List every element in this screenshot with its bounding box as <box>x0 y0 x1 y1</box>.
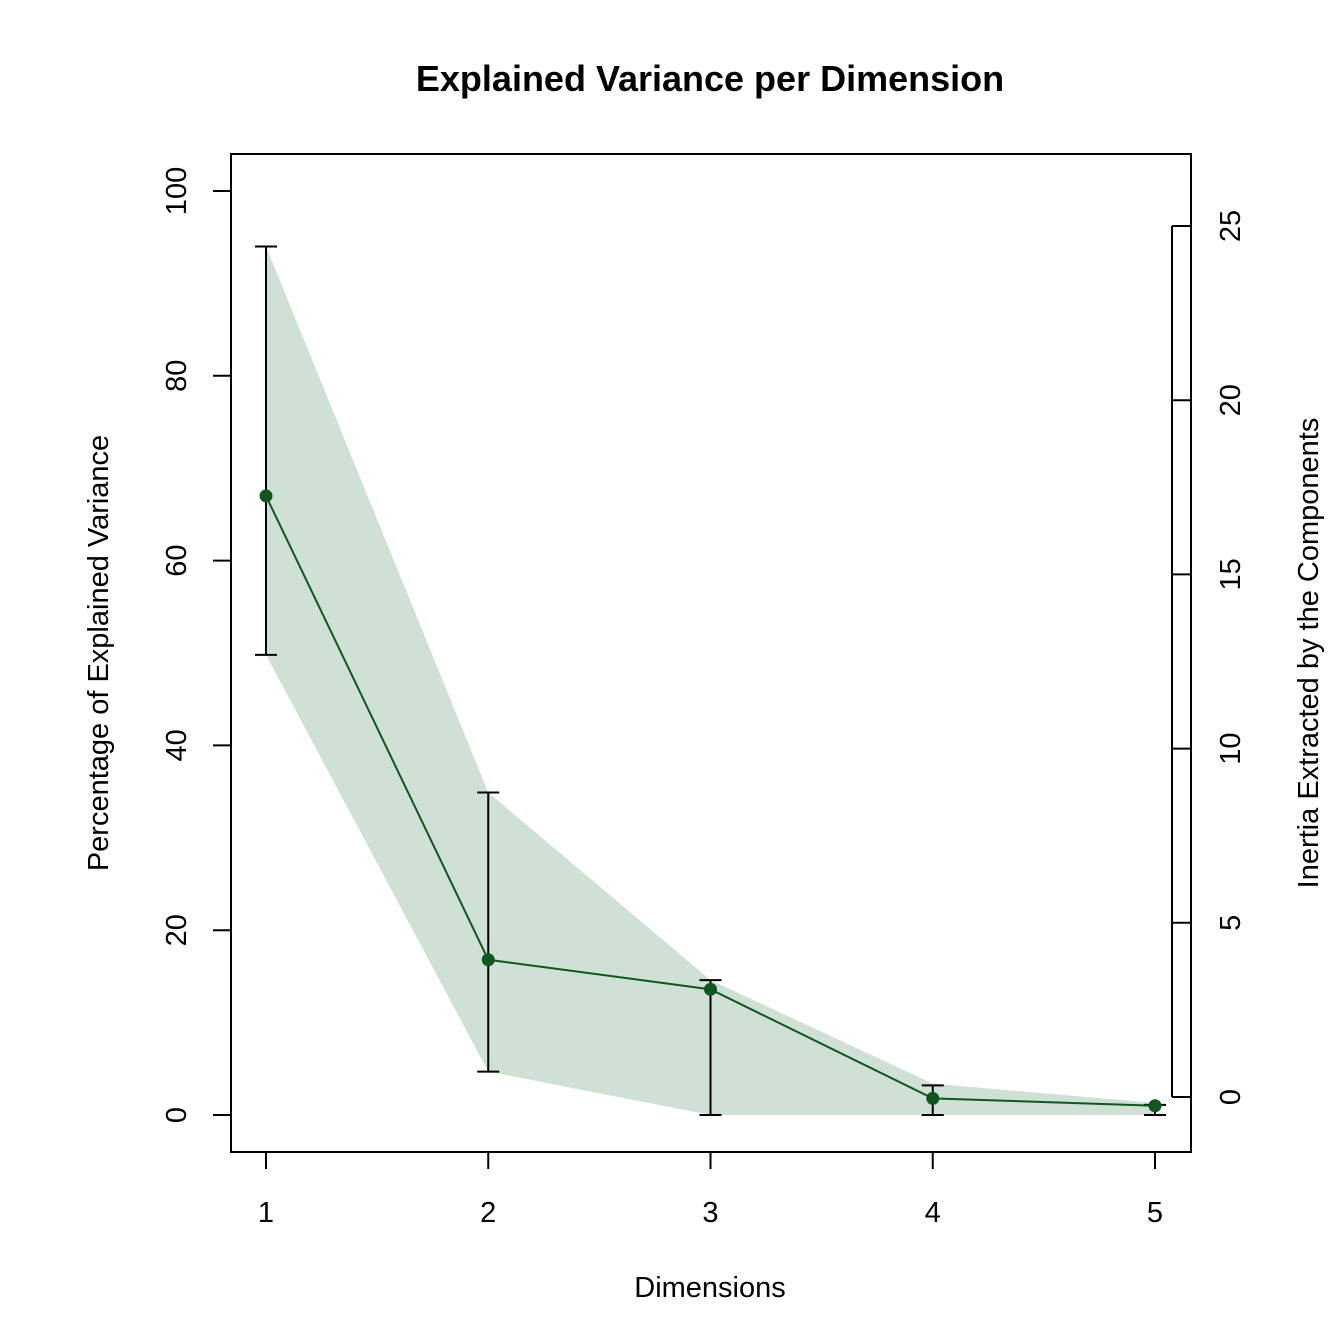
secondary-y-tick-label: 10 <box>1215 732 1247 764</box>
secondary-y-tick-label: 0 <box>1215 1089 1247 1105</box>
data-point <box>926 1091 940 1105</box>
y-axis: 0 20 40 60 80 100 <box>161 167 231 1123</box>
secondary-y-tick-label: 5 <box>1215 915 1247 931</box>
data-points-layer <box>259 489 1162 1113</box>
error-bar <box>699 979 722 1116</box>
error-bar <box>477 791 500 1073</box>
x-tick-label: 5 <box>1147 1197 1163 1229</box>
data-point <box>1148 1099 1162 1113</box>
data-point <box>704 982 717 996</box>
y-tick-label: 40 <box>161 729 193 761</box>
x-tick-label: 2 <box>480 1197 496 1229</box>
x-axis-label: Dimensions <box>634 1272 786 1304</box>
secondary-y-axis-label: Inertia Extracted by the Components <box>1293 418 1325 889</box>
secondary-y-tick-label: 20 <box>1215 384 1247 416</box>
chart-title: Explained Variance per Dimension <box>416 58 1004 99</box>
secondary-y-tick-label: 25 <box>1215 210 1247 242</box>
y-axis-label: Percentage of Explained Variance <box>83 435 115 871</box>
x-tick-label: 3 <box>702 1197 718 1229</box>
data-point <box>481 953 495 967</box>
x-tick-label: 1 <box>258 1197 274 1229</box>
secondary-y-tick-label: 15 <box>1215 558 1247 590</box>
data-point <box>259 489 273 503</box>
y-tick-label: 100 <box>161 167 193 215</box>
error-bar <box>255 245 277 656</box>
y-tick-label: 60 <box>161 544 193 576</box>
x-tick-label: 4 <box>925 1197 941 1229</box>
secondary-y-axis: 0 5 10 15 20 25 <box>1171 210 1247 1105</box>
y-tick-label: 80 <box>161 360 193 392</box>
y-tick-label: 0 <box>161 1107 193 1123</box>
x-axis: 1 2 3 4 5 <box>258 1151 1163 1229</box>
y-tick-label: 20 <box>161 914 193 946</box>
